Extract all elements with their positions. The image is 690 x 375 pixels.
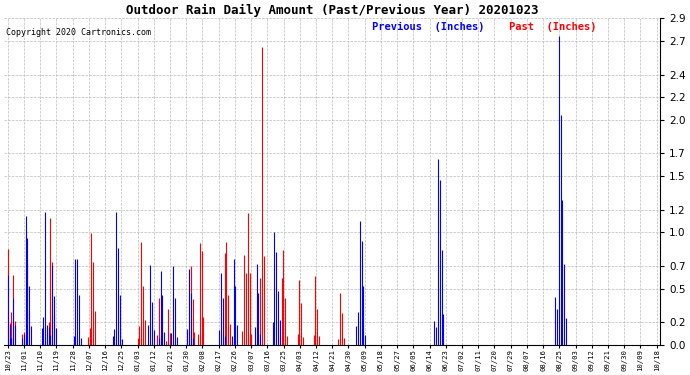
Text: Previous  (Inches): Previous (Inches) bbox=[372, 22, 484, 32]
Text: Past  (Inches): Past (Inches) bbox=[509, 22, 597, 32]
Title: Outdoor Rain Daily Amount (Past/Previous Year) 20201023: Outdoor Rain Daily Amount (Past/Previous… bbox=[126, 4, 538, 17]
Text: Copyright 2020 Cartronics.com: Copyright 2020 Cartronics.com bbox=[6, 28, 150, 37]
